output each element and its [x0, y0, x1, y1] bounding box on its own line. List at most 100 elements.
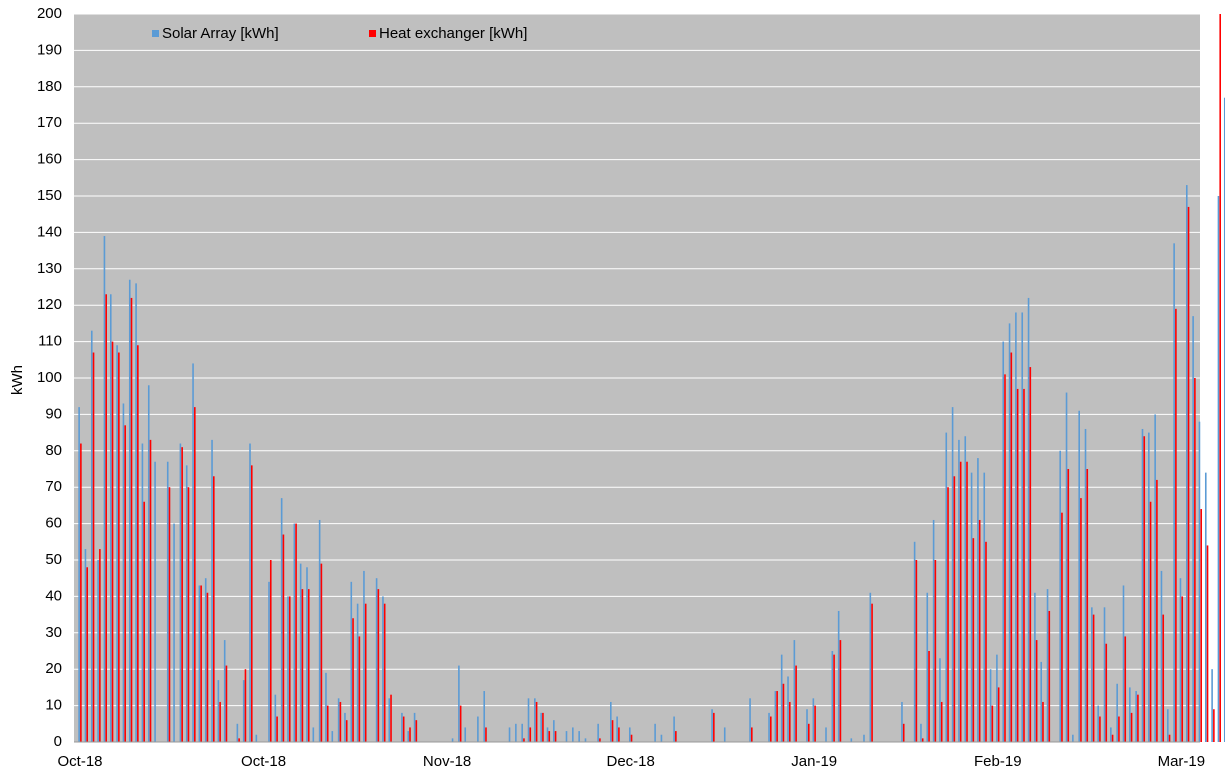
bar	[1129, 687, 1131, 742]
bar	[787, 676, 789, 742]
bar	[535, 701, 538, 742]
bar	[953, 476, 956, 742]
bar	[1149, 501, 1152, 742]
bar	[711, 709, 713, 742]
bar	[287, 596, 289, 742]
bar	[213, 476, 215, 742]
bar	[409, 727, 411, 742]
bar	[217, 680, 220, 742]
bar	[554, 731, 557, 742]
x-tick-label: Nov-18	[423, 753, 471, 770]
bar	[934, 560, 937, 742]
bar	[149, 439, 152, 742]
bar	[1002, 341, 1005, 742]
bar	[599, 738, 601, 742]
bar	[630, 734, 633, 742]
bar	[527, 698, 530, 742]
bar	[274, 694, 277, 742]
bar	[1111, 734, 1114, 742]
bar	[268, 581, 270, 742]
bar	[187, 487, 190, 742]
bar	[1065, 392, 1068, 742]
bar	[1059, 450, 1061, 742]
bar	[806, 709, 808, 742]
bar	[90, 330, 93, 742]
bar	[959, 461, 962, 742]
bar	[618, 727, 620, 742]
y-tick-label: 40	[45, 587, 62, 604]
x-tick-label: Jan-19	[791, 753, 837, 770]
bar	[92, 352, 95, 742]
bar	[1137, 694, 1139, 742]
bar	[306, 567, 308, 742]
bar	[135, 283, 137, 742]
x-tick-label: Oct-18	[241, 753, 286, 770]
bar	[225, 665, 228, 742]
bar	[407, 731, 410, 742]
legend-label: Heat exchanger [kWh]	[379, 25, 527, 42]
bar	[166, 461, 169, 742]
bar	[1023, 388, 1025, 742]
bar	[299, 563, 302, 742]
bar	[1154, 414, 1156, 742]
bar	[143, 501, 145, 742]
bar	[939, 658, 941, 742]
bar	[1118, 716, 1120, 742]
bar	[1135, 691, 1137, 742]
bar	[926, 592, 929, 742]
bar	[1099, 716, 1101, 742]
y-tick-label: 150	[37, 187, 62, 204]
bar	[1008, 323, 1011, 742]
bar	[1122, 585, 1125, 742]
bar	[458, 665, 460, 742]
y-tick-label: 90	[45, 405, 62, 422]
bar	[611, 720, 614, 742]
bar	[616, 716, 618, 742]
bar	[1010, 352, 1013, 742]
bar	[521, 723, 523, 742]
bar	[812, 698, 815, 742]
bar	[282, 534, 285, 742]
y-tick-label: 130	[37, 260, 62, 277]
bar	[825, 727, 827, 742]
bar	[339, 701, 342, 742]
bar	[219, 701, 221, 742]
bar	[529, 727, 532, 742]
bar	[1046, 589, 1049, 742]
bar	[477, 716, 479, 742]
bar	[269, 560, 272, 742]
x-tick-label: Oct-18	[57, 753, 102, 770]
bar	[770, 716, 772, 742]
bar	[111, 341, 114, 742]
bar	[192, 363, 194, 742]
bar	[1168, 734, 1171, 742]
bar	[793, 640, 796, 742]
bar	[997, 687, 1000, 742]
bar	[584, 738, 587, 742]
bar	[1206, 545, 1209, 742]
bar	[673, 716, 675, 742]
bar	[413, 712, 416, 742]
bar	[901, 701, 903, 742]
bar	[451, 738, 454, 742]
bar	[86, 567, 89, 742]
bar	[1130, 712, 1133, 742]
bar	[137, 345, 139, 742]
bar	[1034, 592, 1036, 742]
bar	[402, 716, 405, 742]
bar	[540, 712, 542, 742]
bar	[318, 519, 321, 742]
bar	[358, 636, 361, 742]
bar	[415, 720, 418, 742]
bar	[312, 727, 315, 742]
bar	[280, 498, 283, 742]
bar	[147, 385, 150, 742]
y-tick-label: 180	[37, 78, 62, 95]
bar	[179, 443, 182, 742]
bar	[713, 712, 715, 742]
bar	[920, 723, 922, 742]
bar	[483, 691, 486, 742]
y-tick-label: 60	[45, 515, 62, 532]
bar	[958, 439, 960, 742]
y-tick-label: 100	[37, 369, 62, 386]
